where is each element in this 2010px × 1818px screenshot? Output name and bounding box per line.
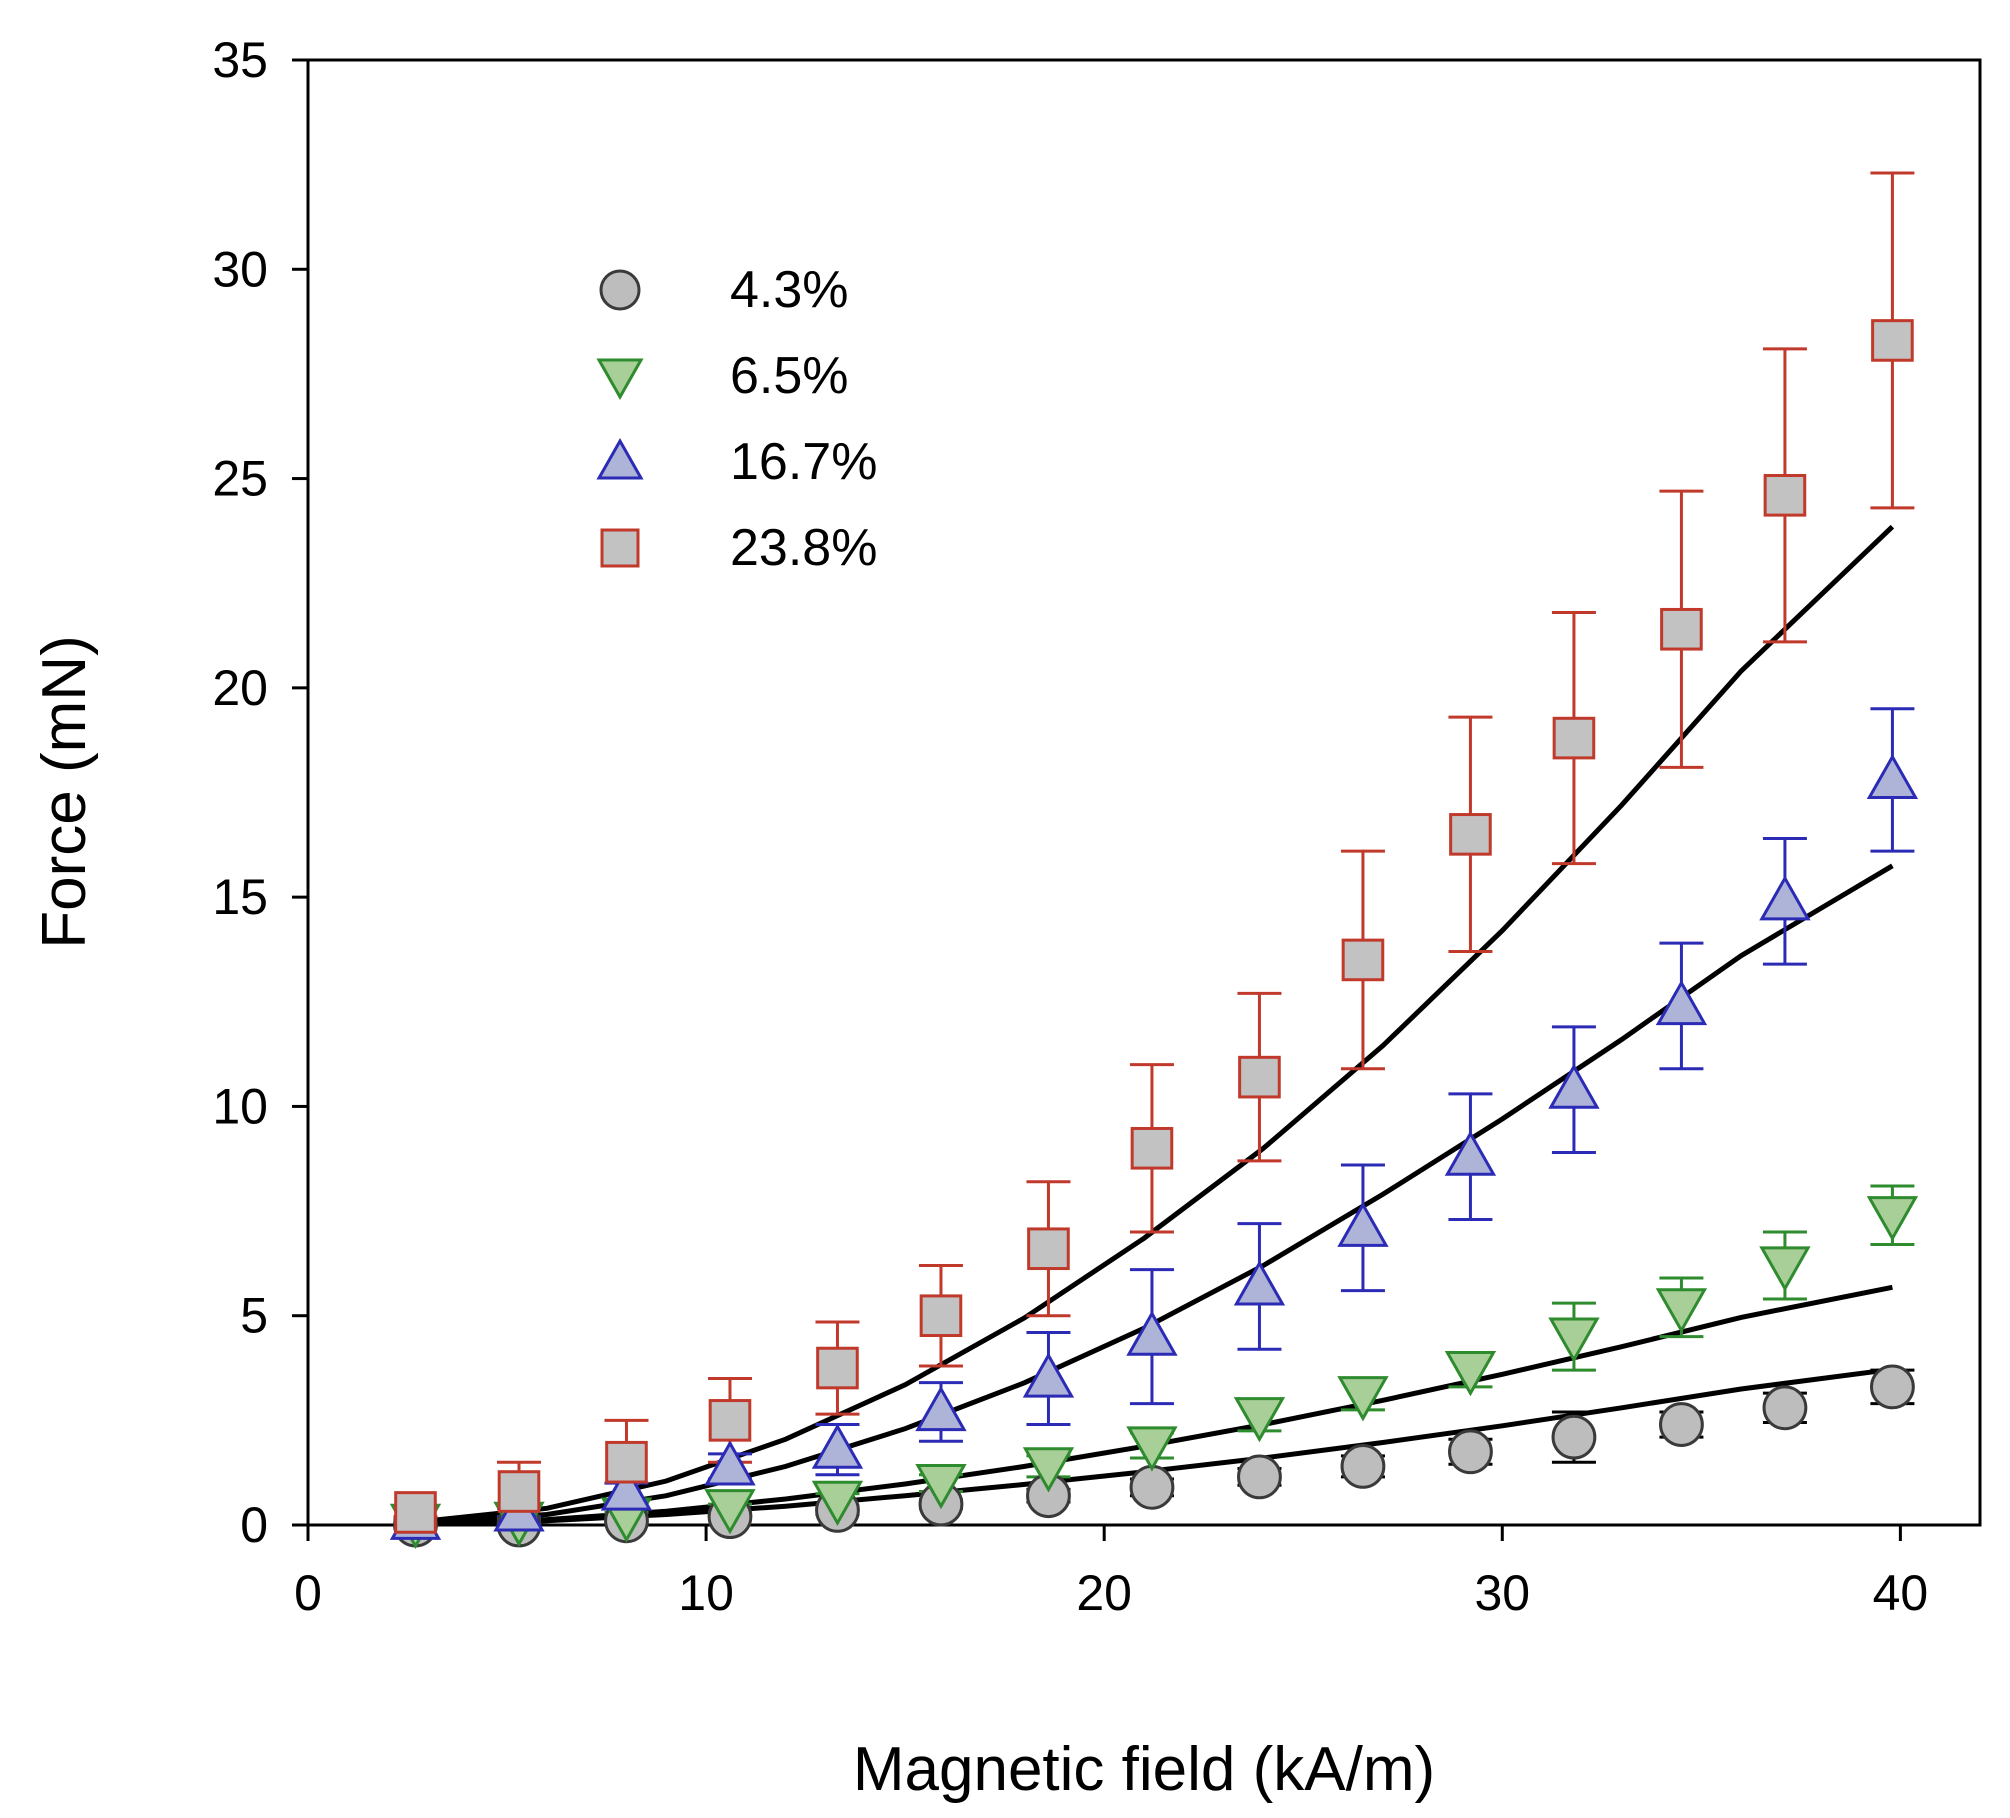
data-point-triangle-up <box>1022 1352 1075 1398</box>
y-tick-label: 20 <box>212 660 268 716</box>
y-tick-label: 0 <box>240 1497 268 1553</box>
data-point-square <box>1660 607 1703 651</box>
data-point-square <box>1238 1055 1281 1099</box>
data-point-triangle-down <box>1022 1447 1075 1493</box>
data-point-circle <box>1448 1429 1493 1475</box>
data-point-square <box>497 1470 541 1513</box>
fit-curves <box>427 524 1895 1527</box>
x-tick-label: 30 <box>1474 1565 1530 1621</box>
data-point-triangle-up <box>704 1440 756 1486</box>
data-point-triangle-up <box>1759 875 1811 921</box>
data-point-triangle-up <box>811 1423 864 1469</box>
data-point-triangle-up <box>1444 1130 1497 1176</box>
data-point-triangle-up <box>1866 753 1919 800</box>
plot-frame <box>306 58 1982 1527</box>
data-point-triangle-up <box>1655 979 1708 1026</box>
data-point-square <box>816 1346 859 1390</box>
data-point-triangle-down <box>1126 1426 1178 1472</box>
data-point-square <box>919 1294 963 1338</box>
data-point-triangle-up <box>1548 1063 1600 1109</box>
legend-marker-23-8 <box>600 528 640 568</box>
legend-marker-6-5 <box>596 358 644 401</box>
legend-marker-triangle-up <box>596 437 644 480</box>
legend-marker-triangle-down <box>596 358 644 401</box>
y-tick-label: 35 <box>212 32 268 88</box>
data-point-triangle-down <box>1337 1376 1389 1422</box>
y-tick-label: 15 <box>212 869 268 925</box>
data-point-triangle-up <box>600 1465 653 1511</box>
data-point-triangle-down <box>1759 1246 1811 1292</box>
x-tick-label: 20 <box>1076 1565 1132 1621</box>
data-point-triangle-down <box>1548 1317 1600 1363</box>
data-point-triangle-up <box>1337 1201 1389 1247</box>
data-point-square <box>605 1440 648 1484</box>
data-point-triangle-down <box>704 1489 756 1535</box>
data-point-square <box>1130 1126 1174 1170</box>
legend-marker-circle <box>599 269 641 311</box>
data-point-triangle-down <box>915 1464 967 1510</box>
legend-label-4-3: 4.3% <box>730 261 849 319</box>
data-point-triangle-up <box>915 1385 967 1432</box>
data-point-triangle-down <box>1444 1351 1497 1397</box>
data-point-triangle-down <box>1233 1397 1286 1443</box>
legend-label-23-8: 23.8% <box>730 519 877 577</box>
y-tick-label: 10 <box>212 1078 268 1134</box>
y-axis: 0 5 10 15 20 25 30 35 <box>212 32 308 1553</box>
legend-label-6-5: 6.5% <box>730 347 849 405</box>
x-axis: 0 10 20 30 40 <box>294 1525 1928 1621</box>
legend-marker-16-7 <box>596 437 644 480</box>
data-point-square <box>1449 813 1492 856</box>
data-point-circle <box>1340 1444 1386 1489</box>
data-point-circle <box>1870 1364 1915 1410</box>
data-point-square <box>1871 319 1914 362</box>
fit-curve-3 <box>427 524 1895 1524</box>
plot-area-border <box>306 58 1982 1527</box>
data-point-circle <box>1659 1402 1704 1447</box>
data-point-square <box>708 1399 752 1442</box>
data-point-square <box>1341 938 1385 982</box>
y-tick-label: 5 <box>240 1288 268 1344</box>
data-point-triangle-down <box>1655 1288 1708 1334</box>
data-point-square <box>1763 474 1807 517</box>
y-tick-label: 25 <box>212 451 268 507</box>
legend-label-16-7: 16.7% <box>730 433 877 491</box>
data-point-circle <box>1762 1385 1808 1431</box>
legend-marker-square <box>600 528 640 568</box>
data-point-circle <box>1237 1454 1282 1500</box>
data-point-square <box>394 1491 437 1534</box>
x-axis-title: Magnetic field (kA/m) <box>853 1735 1435 1804</box>
data-point-circle <box>1551 1414 1597 1460</box>
data-point-triangle-up <box>1233 1260 1286 1306</box>
x-tick-label: 40 <box>1873 1565 1929 1621</box>
legend: 4.3% 6.5% 16.7% 23.8% <box>596 261 877 577</box>
data-points <box>389 319 1919 1550</box>
data-point-triangle-down <box>1866 1196 1919 1242</box>
data-point-circle <box>1129 1464 1175 1510</box>
legend-marker-4-3 <box>599 269 641 311</box>
y-axis-title: Force (mN) <box>30 635 99 948</box>
data-point-square <box>1552 716 1596 760</box>
data-point-triangle-down <box>811 1480 864 1527</box>
data-point-triangle-up <box>1126 1310 1178 1356</box>
x-tick-label: 0 <box>294 1565 322 1621</box>
data-point-square <box>1027 1227 1070 1271</box>
y-tick-label: 30 <box>212 241 268 297</box>
x-tick-label: 10 <box>678 1565 734 1621</box>
